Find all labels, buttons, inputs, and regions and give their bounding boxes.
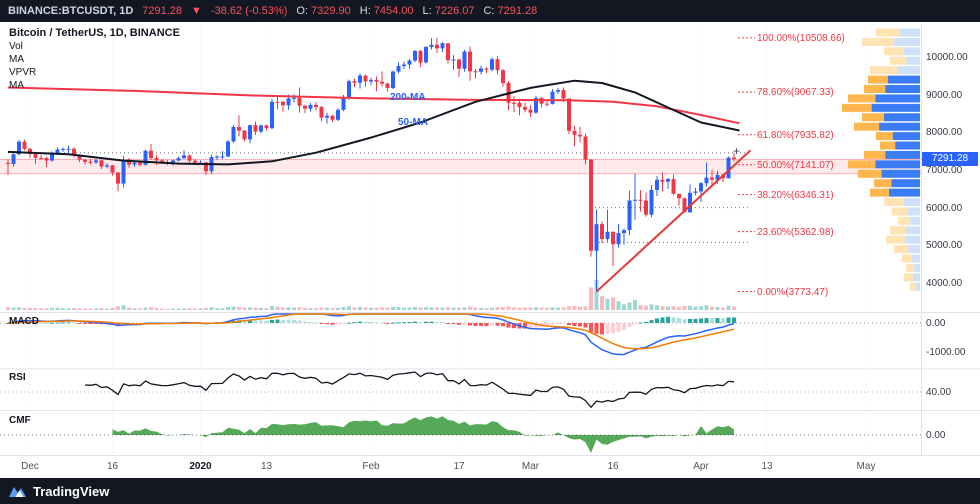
- tradingview-logo-icon: [9, 487, 26, 497]
- close-label: C:: [483, 5, 495, 17]
- bottom-toolbar: TradingView: [0, 478, 980, 504]
- symbol-title[interactable]: BINANCE:BTCUSDT, 1D: [8, 5, 134, 17]
- time-axis-tick: 16: [607, 461, 619, 472]
- time-axis-tick: Feb: [362, 461, 380, 472]
- time-axis-tick: Mar: [521, 461, 540, 472]
- volume-profile-layer: [842, 28, 920, 291]
- time-axis-tick: 13: [260, 461, 273, 472]
- legend-item-vol[interactable]: Vol: [9, 41, 23, 52]
- low-label: L:: [422, 5, 432, 17]
- cmf-axis-label: 0.00: [926, 430, 946, 441]
- fib-layer: [738, 37, 755, 293]
- macd-pane-layer: [0, 313, 921, 356]
- time-axis-tick: 16: [106, 461, 119, 472]
- symbol-info-bar: BINANCE:BTCUSDT, 1D 7291.28 ▼ -38.62 (-0…: [0, 0, 980, 22]
- fib-level-label: 100.00%(10508.66): [757, 32, 845, 44]
- fib-level-label: 78.60%(9067.33): [757, 87, 834, 99]
- price-axis-label: 10000.00: [926, 52, 968, 63]
- fib-level-label: 50.00%(7141.07): [757, 159, 834, 171]
- cmf-pane-layer: [0, 416, 921, 453]
- rsi-pane-layer: [0, 371, 921, 409]
- close-value: 7291.28: [497, 5, 538, 17]
- legend-item-ma[interactable]: MA: [9, 80, 24, 91]
- open-label: O:: [296, 5, 308, 17]
- price-axis-label: 5000.00: [926, 240, 963, 252]
- legend-item-vpvr[interactable]: VPVR: [9, 67, 37, 78]
- ma50-line: [7, 79, 740, 166]
- ma200-text-label[interactable]: 200-MA: [390, 92, 426, 103]
- fib-level-label: 23.60%(5362.98): [757, 226, 834, 238]
- time-axis-tick: Dec: [21, 461, 39, 472]
- low-value: 7226.07: [434, 5, 475, 17]
- tradingview-logo-text: TradingView: [33, 483, 110, 499]
- last-price: 7291.28: [142, 5, 183, 17]
- price-axis-label: 8000.00: [926, 127, 963, 139]
- fib-level-label: 38.20%(6346.31): [757, 189, 834, 201]
- high-label: H:: [359, 5, 371, 17]
- macd-axis-label: -1000.00: [926, 347, 966, 358]
- dotted-levels-layer: [8, 152, 751, 243]
- legend-title[interactable]: Bitcoin / TetherUS, 1D, BINANCE: [9, 27, 180, 39]
- trendline-layer: [595, 149, 752, 293]
- price-axis-label: 4000.00: [926, 278, 963, 290]
- open-value: 7329.90: [311, 5, 351, 17]
- tradingview-logo[interactable]: TradingView: [9, 484, 109, 499]
- down-arrow-icon: ▼: [191, 5, 202, 17]
- price-axis-label: 9000.00: [926, 89, 963, 101]
- pane-separators: [0, 24, 980, 456]
- fib-level-label: 61.80%(7935.82): [757, 129, 834, 141]
- macd-pane-title[interactable]: MACD: [9, 316, 39, 327]
- price-line-plus-icon[interactable]: +: [733, 144, 741, 158]
- high-value: 7454.00: [373, 5, 414, 17]
- fib-level-label: 0.00%(3773.47): [757, 286, 829, 298]
- support-zone-layer: [0, 158, 921, 175]
- volume-layer: [6, 280, 736, 310]
- chart-legend: Bitcoin / TetherUS, 1D, BINANCE Vol MA VPV…: [9, 27, 180, 92]
- time-axis-tick: May: [856, 461, 876, 472]
- time-axis-tick: 2020: [189, 461, 212, 472]
- ma50-text-label[interactable]: 50-MA: [398, 117, 429, 128]
- ma200-line: [7, 86, 740, 125]
- rsi-pane-title[interactable]: RSI: [9, 372, 26, 383]
- time-axis-tick: Apr: [693, 461, 709, 472]
- legend-item-ma[interactable]: MA: [9, 54, 24, 65]
- rsi-axis-label: 40.00: [926, 387, 952, 398]
- price-change: -38.62 (-0.53%): [210, 5, 288, 17]
- time-axis-tick: 13: [761, 461, 773, 472]
- price-axis-label: 6000.00: [926, 202, 963, 214]
- current-price-badge: 7291.28: [922, 152, 978, 166]
- candles-layer: [6, 37, 736, 292]
- price-axis-label: 7000.00: [926, 165, 963, 176]
- cmf-pane-title[interactable]: CMF: [9, 415, 31, 426]
- macd-axis-label: 0.00: [926, 318, 946, 329]
- time-axis-tick: 17: [453, 461, 465, 472]
